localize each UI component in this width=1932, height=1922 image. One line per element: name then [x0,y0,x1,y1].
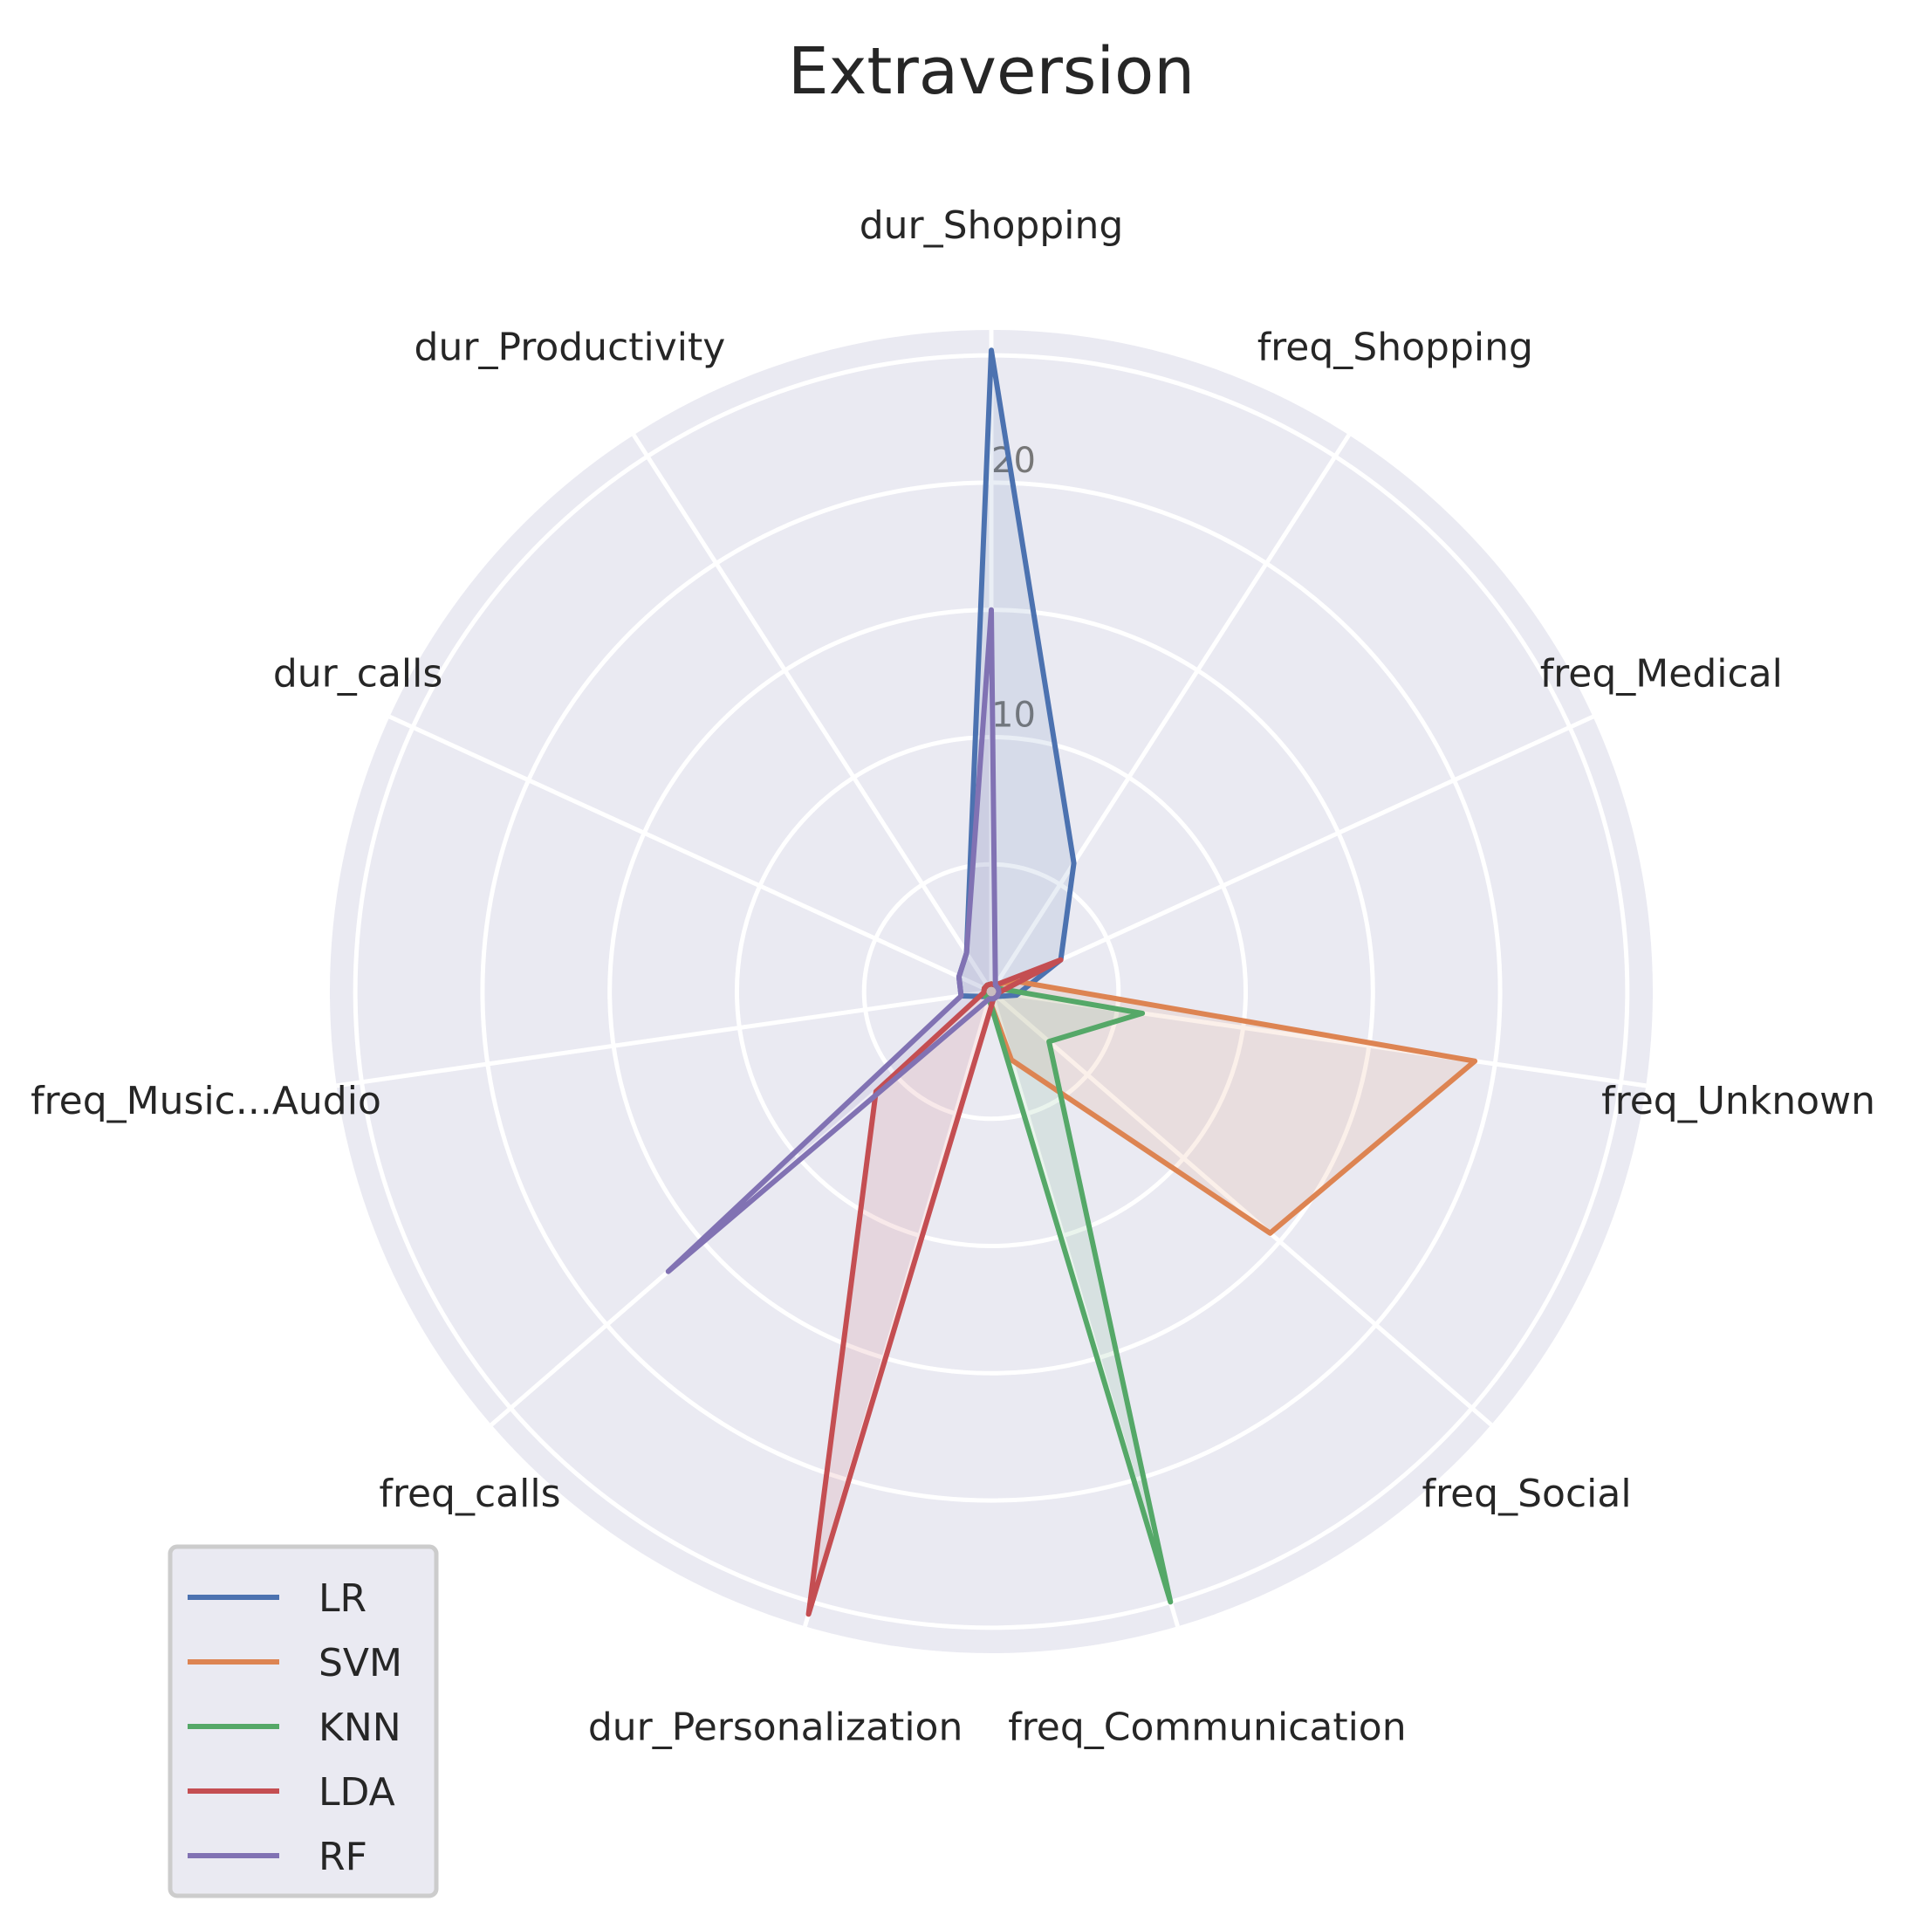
legend-label-lr: LR [319,1576,367,1621]
legend-label-lda: LDA [319,1770,395,1815]
axis-label: dur_Productivity [414,325,726,369]
axis-label: dur_calls [273,651,442,696]
axis-label: freq_Unknown [1601,1079,1875,1123]
legend-label-rf: RF [319,1835,367,1879]
axis-label: freq_Shopping [1257,325,1533,369]
series-fill-lr [958,350,1074,999]
radial-tick-label: 10 [991,695,1036,735]
axis-label: freq_Social [1422,1472,1632,1516]
grid-spoke [990,714,1594,994]
series-line-lda [805,957,1064,1617]
grid-spoke [632,433,994,993]
axis-label: dur_Personalization [588,1705,963,1749]
chart-title: Extraversion [788,34,1195,109]
series-fill-lda [808,959,1061,1615]
legend-label-svm: SVM [319,1641,402,1685]
legend-label-knn: KNN [319,1706,401,1750]
axis-label: freq_calls [379,1472,560,1516]
axis-label: freq_Communication [1008,1705,1406,1749]
grid-spoke [388,714,993,994]
grid-spoke [990,990,1493,1427]
axis-label: dur_Shopping [860,203,1124,248]
axis-label: freq_Music...Audio [31,1079,381,1123]
axis-label: freq_Medical [1540,651,1783,696]
series-fill-svm [983,980,1476,1233]
series-line-rf [665,607,1002,1274]
grid-spoke [989,433,1351,993]
legend-box [168,1544,439,1898]
grid-spoke [336,989,992,1088]
